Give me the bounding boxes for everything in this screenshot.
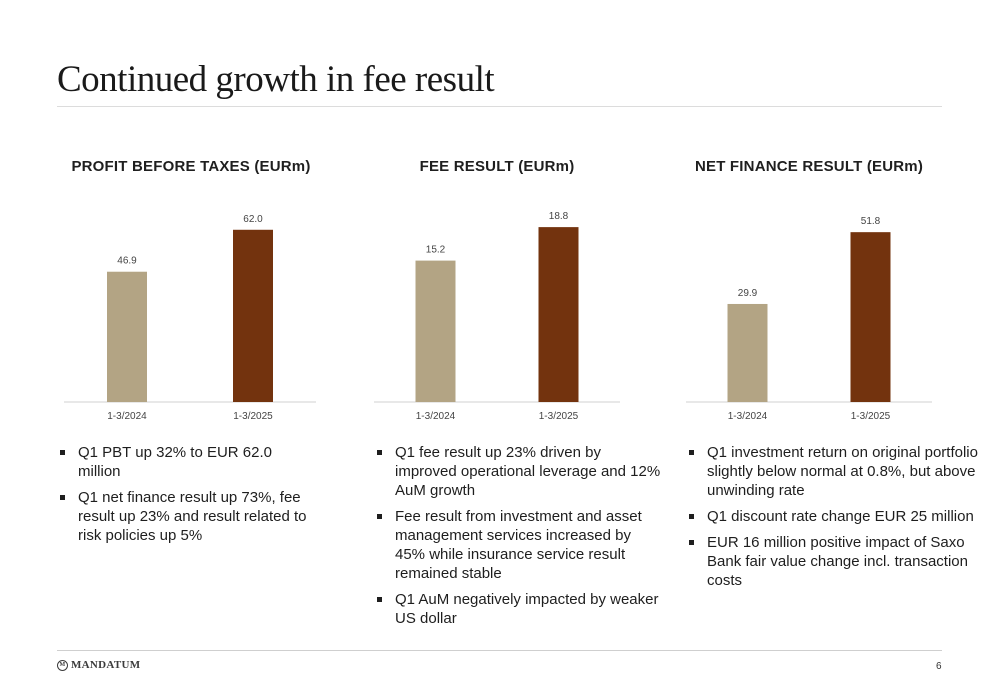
title-divider [57,106,942,107]
data-label: 46.9 [117,256,137,267]
bar-1-3-2024 [415,260,456,402]
data-label: 62.0 [243,214,263,225]
data-label: 15.2 [426,245,446,256]
chart-net-finance: 29.9 1-3/2024 51.8 1-3/2025 [686,216,932,422]
bullet-item: Fee result from investment and asset man… [374,507,664,583]
data-label: 18.8 [549,211,569,222]
bullet-item: Q1 fee result up 23% driven by improved … [374,443,664,500]
bullet-list-pbt: Q1 PBT up 32% to EUR 62.0 million Q1 net… [57,443,317,552]
bullet-list-net-finance: Q1 investment return on original portfol… [686,443,982,597]
x-tick-label: 1-3/2024 [107,411,147,422]
x-tick-label: 1-3/2025 [539,411,579,422]
company-logo: M MANDATUM [57,659,140,671]
bar-1-3-2024 [727,303,768,402]
bullet-item: EUR 16 million positive impact of Saxo B… [686,533,982,590]
bullet-item: Q1 AuM negatively impacted by weaker US … [374,590,664,628]
bar-1-3-2025 [850,232,891,402]
bullet-item: Q1 discount rate change EUR 25 million [686,507,982,526]
bullet-item: Q1 investment return on original portfol… [686,443,982,500]
bullet-item: Q1 PBT up 32% to EUR 62.0 million [57,443,317,481]
x-tick-label: 1-3/2025 [233,411,273,422]
chart-title-net-finance: NET FINANCE RESULT (EURm) [694,158,924,175]
chart-title-fee: FEE RESULT (EURm) [419,158,575,175]
logo-text: MANDATUM [71,659,141,671]
page-number: 6 [936,661,942,672]
data-label: 29.9 [738,288,758,299]
x-tick-label: 1-3/2024 [728,411,768,422]
data-label: 51.8 [861,216,881,227]
logo-emblem-icon: M [57,659,68,671]
bar-1-3-2025 [538,227,579,402]
chart-pbt: 46.9 1-3/2024 62.0 1-3/2025 [64,214,316,422]
bullet-list-fee: Q1 fee result up 23% driven by improved … [374,443,664,635]
bullet-item: Q1 net finance result up 73%, fee result… [57,488,317,545]
chart-fee: 15.2 1-3/2024 18.8 1-3/2025 [374,211,620,422]
bar-1-3-2024 [107,271,147,402]
footer-divider [57,650,942,651]
page-title: Continued growth in fee result [57,59,495,100]
chart-title-pbt: PROFIT BEFORE TAXES (EURm) [71,158,311,175]
x-tick-label: 1-3/2024 [416,411,456,422]
bar-1-3-2025 [233,229,273,402]
x-tick-label: 1-3/2025 [851,411,891,422]
